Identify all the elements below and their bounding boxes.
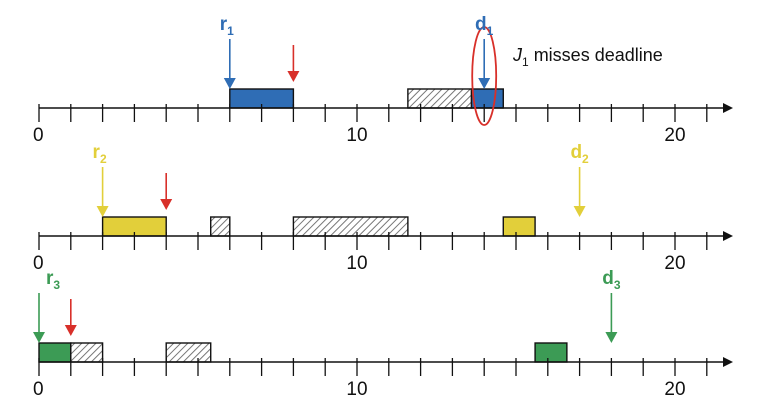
job-3-execution-block-1 [38, 342, 72, 363]
job-3-time-axis [38, 357, 733, 376]
job-2-execution-block-4 [502, 216, 536, 237]
job-3-tick-label: 10 [346, 379, 367, 400]
job-2-time-axis [38, 231, 733, 250]
missed-deadline-note: J1 misses deadline [512, 45, 663, 69]
job-2-tick-label: 0 [33, 253, 44, 274]
job-3-release-arrow [33, 293, 45, 343]
job-1-execution-block-3 [470, 88, 504, 109]
job-1-time-axis [38, 103, 733, 122]
job-2-tick-label: 10 [346, 253, 367, 274]
job-2-deadline-label: d2 [570, 142, 589, 166]
job-3-tick-label: 20 [664, 379, 685, 400]
job-1-red-arrow [287, 45, 300, 82]
job-3-preempted-block-3 [165, 342, 212, 363]
job-1-tick-label: 0 [33, 125, 44, 146]
job-1-missed-deadline-circle [471, 26, 498, 126]
job-3-execution-block-4 [534, 342, 568, 363]
job-1-tick-label: 10 [346, 125, 367, 146]
job-3-tick-label: 0 [33, 379, 44, 400]
job-3-deadline-arrow [605, 293, 618, 343]
job-2-deadline-arrow [573, 167, 586, 217]
job-2-preempted-block-3 [292, 216, 409, 237]
job-1-release-label: r1 [220, 14, 234, 38]
job-1-release-arrow [223, 39, 236, 89]
job-2-preempted-block-2 [210, 216, 231, 237]
job-2-release-label: r2 [93, 142, 107, 166]
job-1-preempted-block-2 [407, 88, 473, 109]
job-1-deadline-label: d1 [475, 14, 494, 38]
job-3-deadline-label: d3 [602, 268, 621, 292]
job-2-tick-label: 20 [664, 253, 685, 274]
job-2-release-arrow [96, 167, 109, 217]
job-1-deadline-arrow [478, 39, 491, 89]
job-1-tick-label: 20 [664, 125, 685, 146]
job-3-red-arrow [64, 299, 77, 336]
job-2-red-arrow [160, 173, 173, 210]
job-3-preempted-block-2 [70, 342, 104, 363]
job-3-release-label: r3 [46, 268, 60, 292]
